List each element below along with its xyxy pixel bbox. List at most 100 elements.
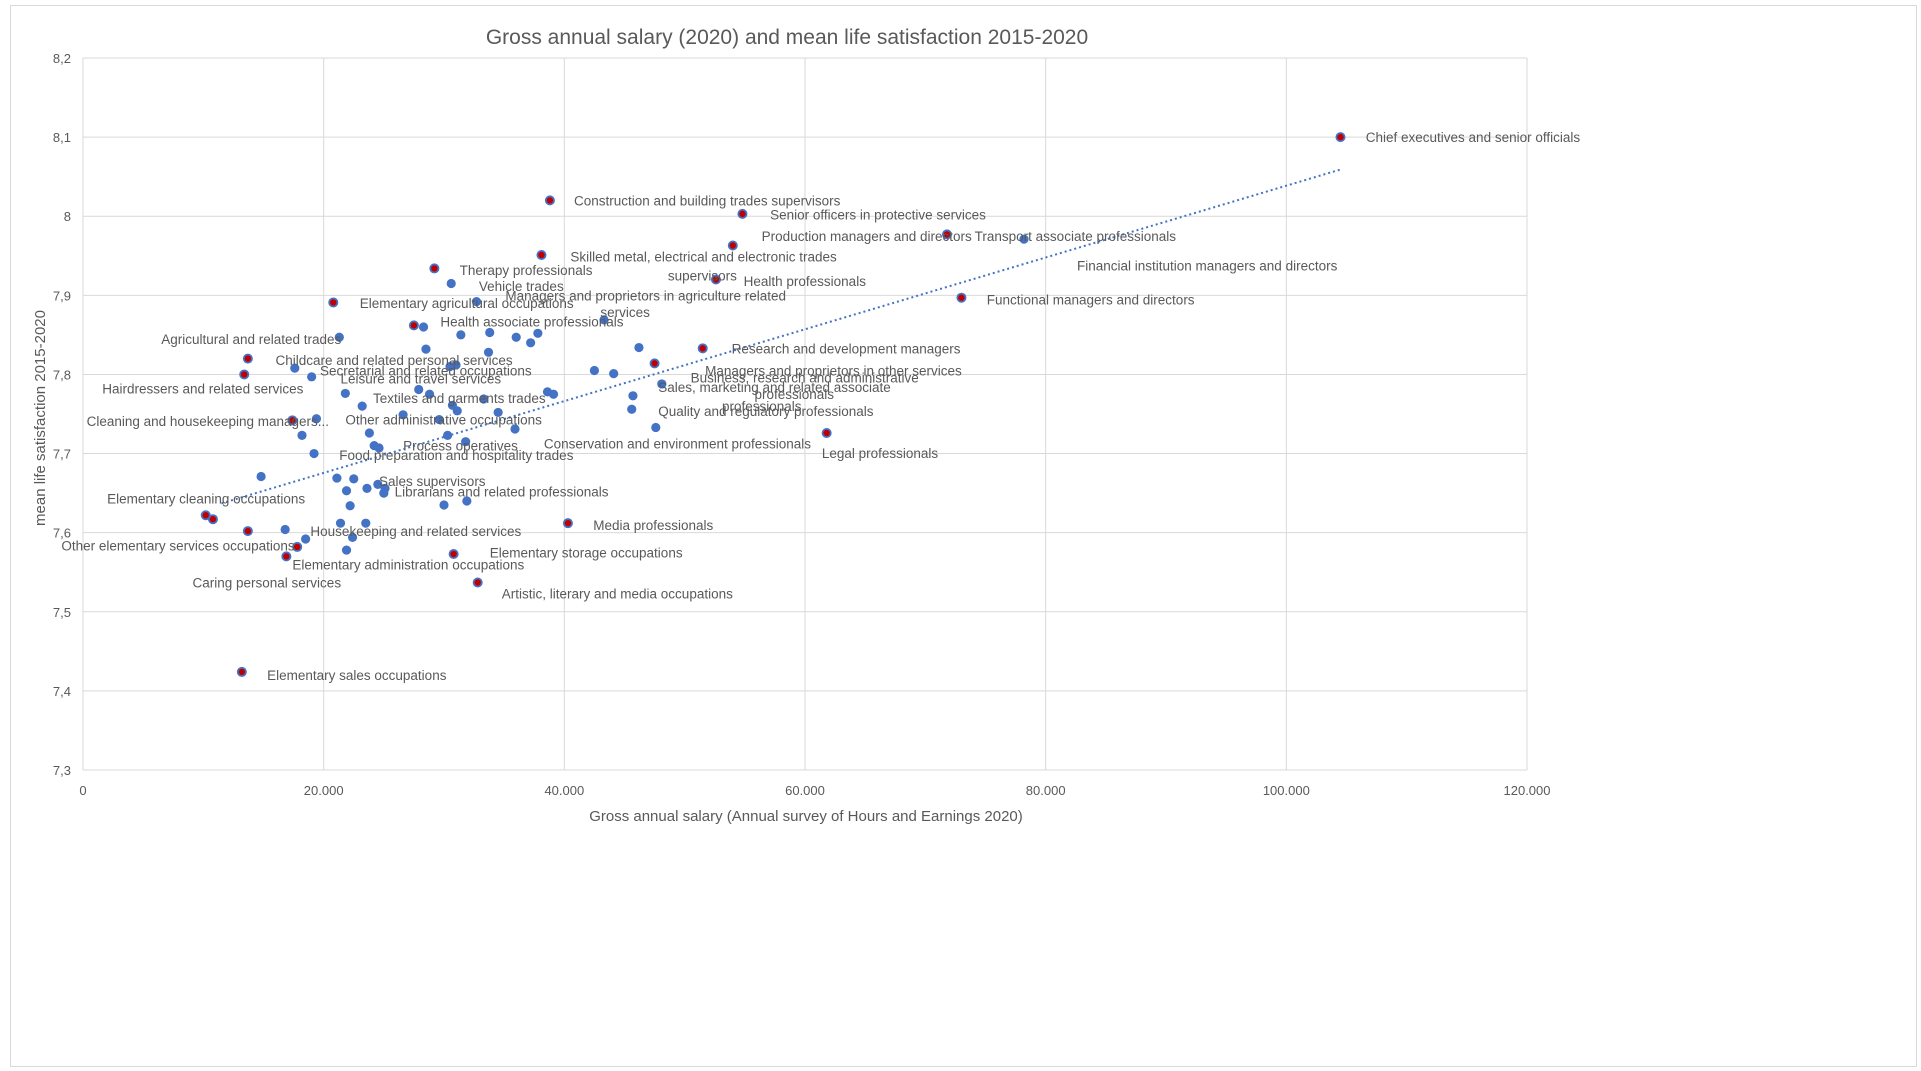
highlighted-point bbox=[536, 249, 547, 260]
data-point bbox=[349, 474, 359, 484]
x-tick-label: 20.000 bbox=[304, 783, 344, 798]
data-point bbox=[379, 488, 389, 498]
data-point bbox=[374, 443, 384, 453]
data-label: Construction and building trades supervi… bbox=[574, 193, 841, 208]
data-point bbox=[311, 414, 322, 424]
x-tick-label: 80.000 bbox=[1026, 783, 1066, 798]
data-point bbox=[609, 369, 619, 379]
highlighted-point bbox=[239, 369, 250, 380]
y-tick-label: 8 bbox=[64, 209, 71, 224]
data-point bbox=[599, 315, 609, 325]
data-label: Food preparation and hospitality trades bbox=[339, 448, 573, 463]
y-tick-label: 8,1 bbox=[53, 130, 71, 145]
highlighted-point-inner bbox=[244, 355, 252, 362]
data-point bbox=[634, 342, 644, 353]
data-label: Caring personal services bbox=[193, 576, 342, 591]
highlighted-point bbox=[710, 274, 721, 285]
data-label: Elementary cleaning occupations bbox=[107, 492, 305, 507]
data-point bbox=[341, 486, 352, 496]
highlighted-point bbox=[281, 551, 292, 562]
data-label: Leisure and travel services bbox=[341, 371, 502, 386]
highlighted-point-inner bbox=[289, 417, 296, 424]
data-label: Elementary storage occupations bbox=[490, 545, 683, 560]
data-point bbox=[589, 365, 600, 376]
data-label: Media professionals bbox=[593, 518, 713, 533]
highlighted-point-inner bbox=[209, 516, 217, 523]
highlighted-point bbox=[408, 320, 419, 331]
data-point bbox=[511, 332, 521, 342]
data-label: Vehicle trades bbox=[479, 279, 564, 294]
data-point bbox=[280, 524, 290, 535]
data-label: Childcare and related personal services bbox=[276, 353, 513, 368]
data-point bbox=[462, 496, 472, 506]
data-label: Sales supervisors bbox=[379, 474, 486, 489]
data-point bbox=[362, 483, 372, 493]
x-tick-label: 120.000 bbox=[1504, 783, 1551, 798]
data-label: Business, research and administrative bbox=[691, 371, 919, 386]
highlighted-point-inner bbox=[699, 345, 706, 352]
highlighted-point-inner bbox=[823, 429, 830, 437]
highlighted-point bbox=[242, 353, 253, 364]
x-tick-label: 0 bbox=[79, 783, 86, 798]
data-label: Textiles and garments trades bbox=[373, 391, 546, 406]
highlighted-point bbox=[328, 297, 339, 308]
highlighted-point-inner bbox=[546, 197, 554, 204]
data-label: Senior officers in protective services bbox=[770, 208, 986, 223]
data-label: Managers and proprietors in other servic… bbox=[705, 363, 962, 378]
data-label: Other elementary services occupations bbox=[61, 538, 295, 553]
highlighted-point-inner bbox=[431, 265, 438, 272]
data-label: Sales, marketing and related associate bbox=[658, 380, 891, 395]
data-point bbox=[357, 401, 367, 411]
data-point bbox=[471, 297, 482, 307]
data-label: Artistic, literary and media occupations bbox=[502, 587, 733, 602]
data-point bbox=[1019, 234, 1029, 244]
highlighted-point bbox=[242, 526, 253, 537]
data-label: Agricultural and related trades bbox=[161, 332, 341, 347]
gridlines bbox=[82, 57, 1528, 771]
scatter-chart: Gross annual salary (2020) and mean life… bbox=[32, 26, 1580, 825]
highlighted-point-inner bbox=[293, 543, 301, 551]
data-point bbox=[493, 407, 503, 418]
highlighted-point bbox=[737, 208, 748, 219]
x-tick-label: 100.000 bbox=[1263, 783, 1310, 798]
data-labels: Construction and building trades supervi… bbox=[61, 130, 1580, 683]
data-label: Conservation and environment professiona… bbox=[544, 436, 811, 451]
highlighted-point bbox=[472, 577, 483, 588]
highlighted-point-inner bbox=[450, 550, 457, 558]
chart-title: Gross annual salary (2020) and mean life… bbox=[486, 26, 1088, 49]
highlighted-point-inner bbox=[241, 371, 248, 378]
highlighted-point-inner bbox=[474, 579, 481, 586]
data-label: Quality and regulatory professionals bbox=[658, 404, 874, 419]
highlighted-point bbox=[448, 549, 459, 560]
highlighted-point-inner bbox=[283, 553, 290, 560]
highlighted-point-inner bbox=[943, 231, 951, 238]
data-point bbox=[439, 500, 449, 510]
y-axis-title: mean life satisfaction 2015-2020 bbox=[32, 310, 49, 526]
highlighted-point bbox=[287, 415, 298, 426]
data-point bbox=[345, 501, 355, 511]
data-label: Research and development managers bbox=[732, 341, 961, 356]
y-tick-label: 7,3 bbox=[53, 763, 71, 778]
data-point bbox=[627, 404, 637, 414]
y-tick-label: 7,4 bbox=[53, 684, 71, 699]
data-point bbox=[548, 389, 559, 399]
highlighted-point bbox=[207, 514, 218, 525]
highlighted-point bbox=[544, 195, 555, 206]
data-point bbox=[456, 330, 466, 340]
data-point bbox=[347, 532, 358, 543]
data-point bbox=[340, 388, 350, 399]
y-tick-label: 7,9 bbox=[53, 288, 71, 303]
highlighted-point-inner bbox=[729, 242, 736, 249]
highlighted-point-inner bbox=[564, 519, 572, 527]
data-point bbox=[434, 414, 444, 425]
y-tick-label: 7,6 bbox=[53, 526, 71, 541]
data-point bbox=[651, 422, 661, 433]
data-points bbox=[200, 132, 1346, 677]
data-label: Financial institution managers and direc… bbox=[1077, 258, 1338, 273]
data-point bbox=[421, 344, 431, 354]
data-point bbox=[526, 338, 536, 348]
data-label: Housekeeping and related services bbox=[310, 524, 521, 539]
data-point bbox=[256, 471, 266, 482]
data-point bbox=[297, 430, 307, 440]
data-label: Managers and proprietors in agriculture … bbox=[505, 288, 786, 303]
